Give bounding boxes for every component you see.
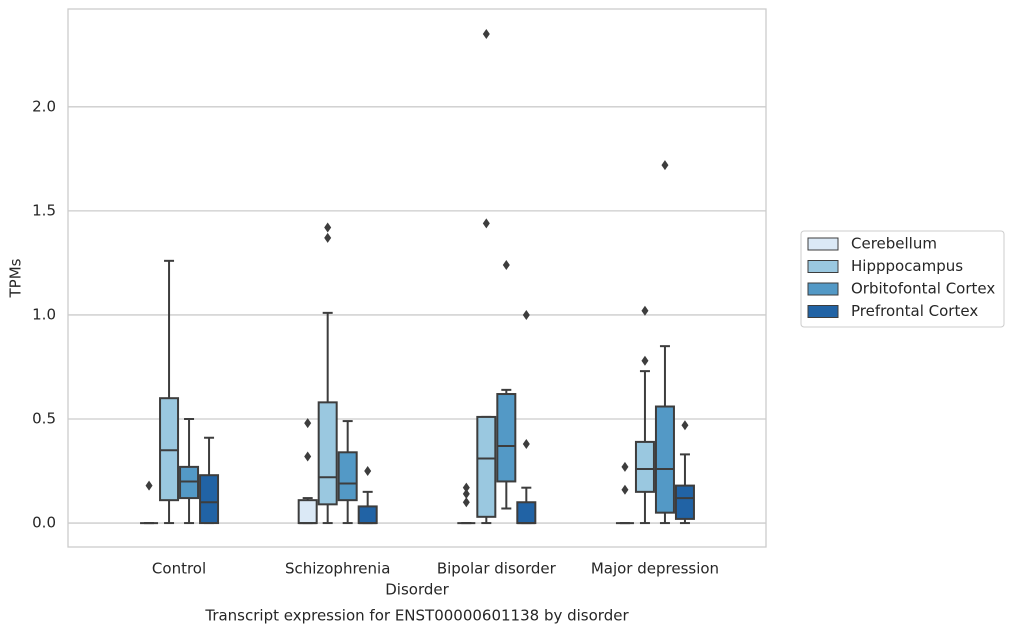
y-tick-label: 2.0 xyxy=(32,97,56,115)
outlier xyxy=(522,309,530,320)
legend-frame xyxy=(800,230,1005,328)
outlier xyxy=(364,466,372,477)
outlier xyxy=(145,480,153,491)
outlier xyxy=(482,28,490,39)
box xyxy=(496,393,517,483)
y-axis-label: TPMs xyxy=(7,258,25,298)
outlier xyxy=(482,218,490,229)
legend-label: Orbitofontal Cortex xyxy=(851,280,995,298)
outlier xyxy=(324,222,332,233)
outlier xyxy=(304,418,312,429)
box xyxy=(476,415,497,518)
chart-title: Transcript expression for ENST0000060113… xyxy=(204,607,629,625)
legend-label: Prefrontal Cortex xyxy=(851,302,978,320)
outlier xyxy=(641,305,649,316)
y-tick-label: 1.0 xyxy=(32,305,56,323)
x-axis-label: Disorder xyxy=(385,581,449,599)
y-tick-label: 0.0 xyxy=(32,514,56,532)
x-tick-label: Bipolar disorder xyxy=(437,560,557,578)
outlier xyxy=(641,355,649,366)
outlier xyxy=(462,497,470,508)
legend-label: Hipppocampus xyxy=(851,257,963,275)
outlier xyxy=(462,482,470,493)
box xyxy=(357,505,378,525)
box xyxy=(317,401,338,506)
outlier xyxy=(621,484,629,495)
box xyxy=(159,397,180,502)
box xyxy=(297,499,318,525)
box xyxy=(337,451,358,502)
box xyxy=(199,474,220,525)
box xyxy=(179,465,200,500)
x-tick-label: Control xyxy=(152,560,206,578)
x-tick-label: Major depression xyxy=(591,560,719,578)
legend-swatch xyxy=(807,260,839,273)
legend-swatch xyxy=(807,305,839,318)
box xyxy=(674,484,695,520)
outlier xyxy=(681,420,689,431)
box xyxy=(634,440,655,493)
y-tick-label: 0.5 xyxy=(32,410,56,428)
y-tick-label: 1.5 xyxy=(32,201,56,219)
outlier xyxy=(502,259,510,270)
box xyxy=(654,405,675,514)
outlier xyxy=(661,160,669,171)
box xyxy=(516,501,537,525)
outlier xyxy=(304,451,312,462)
legend-swatch xyxy=(807,282,839,296)
outlier xyxy=(462,488,470,499)
outlier xyxy=(324,232,332,243)
plot-frame xyxy=(67,8,767,548)
outlier xyxy=(522,438,530,449)
legend-swatch xyxy=(807,237,839,251)
x-tick-label: Schizophrenia xyxy=(285,560,390,578)
legend-label: Cerebellum xyxy=(851,235,937,253)
outlier xyxy=(621,461,629,472)
